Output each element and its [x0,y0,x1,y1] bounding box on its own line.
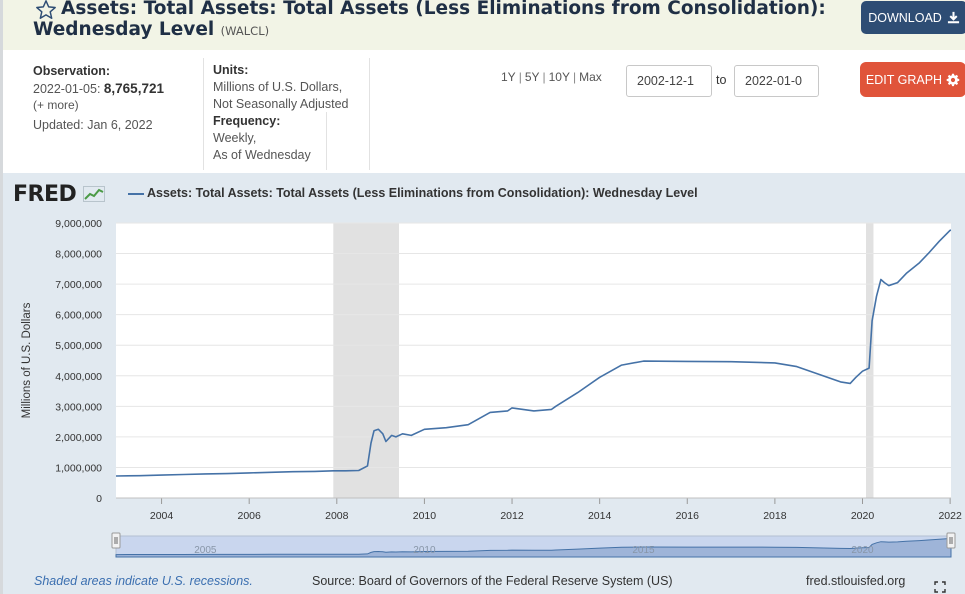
y-tick-label: 5,000,000 [55,340,102,352]
y-tick-label: 6,000,000 [55,310,102,322]
range-separator: | [572,70,577,84]
observation-date: 2022-01-05: [33,82,101,96]
x-tick-label: 2008 [325,510,349,522]
site-link[interactable]: fred.stlouisfed.org [806,574,906,588]
x-tick-label: 2022 [938,510,962,522]
units-label: Units: [213,63,249,77]
to-label: to [716,73,727,87]
range-links: 1Y | 5Y | 10Y | Max [501,70,602,84]
plot-area [116,223,951,498]
range-link-1y[interactable]: 1Y [501,70,516,84]
download-button[interactable]: DOWNLOAD [861,1,965,34]
edit-graph-button[interactable]: EDIT GRAPH [860,62,965,97]
y-tick-label: 2,000,000 [55,432,102,444]
y-tick-label: 9,000,000 [55,218,102,230]
range-separator: | [518,70,522,84]
y-tick-label: 4,000,000 [55,371,102,383]
fred-logo: FRED [13,182,106,207]
end-date-input[interactable]: 2022-01-0 [734,65,819,97]
fred-logo-graph-icon [83,186,106,202]
start-date-input[interactable]: 2002-12-1 [626,65,712,97]
x-tick-label: 2006 [237,510,261,522]
navigator-label: 2005 [194,545,217,556]
source-note: Source: Board of Governors of the Federa… [312,574,673,588]
range-link-10y[interactable]: 10Y [548,70,570,84]
navigator-series [115,538,952,558]
series-info: Observation: 2022-01-05: 8,765,721 (+ mo… [3,50,965,173]
series-id: (WALCL) [220,24,270,38]
frequency-line-2: As of Wednesday [213,148,311,162]
chart-panel: FRED Assets: Total Assets: Total Assets … [3,173,965,594]
y-axis-label: Millions of U.S. Dollars [21,302,33,418]
divider [326,112,327,170]
observation-label: Observation: [33,64,111,78]
units-line-1: Millions of U.S. Dollars, [213,80,343,94]
y-tick-label: 8,000,000 [55,249,102,261]
edit-graph-label: EDIT GRAPH [865,72,943,87]
x-tick-label: 2014 [588,510,612,522]
series-line [115,229,952,477]
x-tick-label: 2016 [676,510,700,522]
divider [369,58,370,170]
frequency-label: Frequency: [213,114,281,128]
x-tick-label: 2012 [500,510,524,522]
download-label: DOWNLOAD [868,10,942,25]
units-line-2: Not Seasonally Adjusted [213,97,349,111]
updated-date: Updated: Jan 6, 2022 [33,118,153,132]
title-line-2-text: Wednesday Level [33,19,215,40]
range-link-max[interactable]: Max [579,70,602,84]
x-tick-label: 2004 [150,510,174,522]
range-separator: | [542,70,546,84]
observation-block: Observation: 2022-01-05: 8,765,721 (+ mo… [33,62,164,134]
more-link[interactable]: (+ more) [33,98,79,112]
frequency-line-1: Weekly, [213,131,257,145]
recession-band [333,223,400,498]
x-tick-label: 2020 [851,510,875,522]
page-header: Assets: Total Assets: Total Assets (Less… [3,0,965,50]
divider [203,58,204,170]
y-tick-label: 1,000,000 [55,462,102,474]
navigator-label: 2010 [413,545,436,556]
title-line-1: Assets: Total Assets: Total Assets (Less… [61,0,826,19]
title-block: Assets: Total Assets: Total Assets (Less… [33,0,843,42]
navigator-label: 2020 [851,545,874,556]
left-border [0,0,3,594]
gear-icon [946,73,960,86]
y-tick-label: 7,000,000 [55,279,102,291]
star-icon[interactable] [35,0,57,21]
page-title: Assets: Total Assets: Total Assets (Less… [33,0,843,42]
range-link-5y[interactable]: 5Y [524,70,540,84]
title-line-2: Wednesday Level (WALCL) [33,19,843,42]
x-tick-label: 2018 [763,510,787,522]
navigator-handle[interactable] [111,532,121,549]
units-block: Units: Millions of U.S. Dollars, Not Sea… [213,62,349,164]
fred-logo-text: FRED [13,182,77,207]
download-icon [947,11,959,24]
observation-line: 2022-01-05: 8,765,721 [33,80,164,98]
observation-value: 8,765,721 [103,81,164,96]
x-tick-label: 2010 [413,510,437,522]
navigator-handle[interactable] [946,532,956,549]
recession-note: Shaded areas indicate U.S. recessions. [34,574,253,588]
line-chart: 0 1,000,000 2,000,000 3,000,000 4,000,000 5,0… [21,218,962,558]
legend-swatch [128,193,144,195]
y-tick-label: 0 [96,493,102,505]
legend-label: Assets: Total Assets: Total Assets (Less… [147,186,698,200]
navigator-label: 2015 [632,545,655,556]
y-tick-label: 3,000,000 [55,401,102,413]
fullscreen-icon[interactable] [934,581,946,593]
